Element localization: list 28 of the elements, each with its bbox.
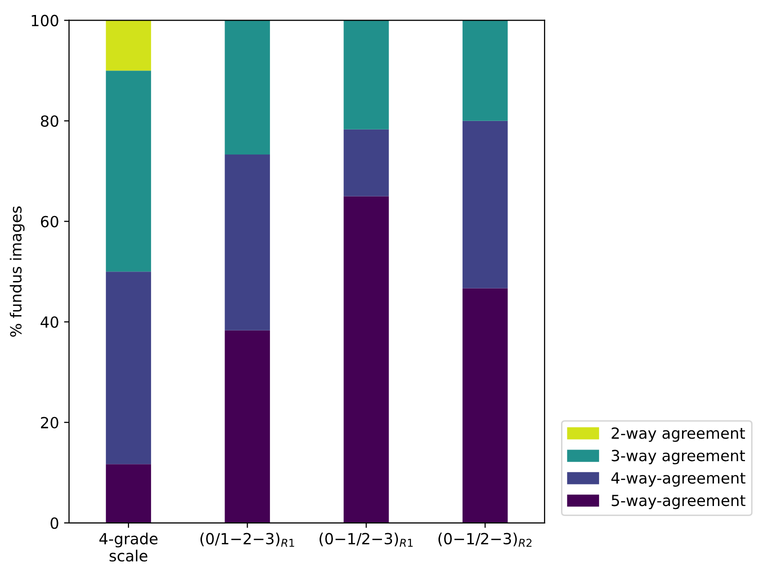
legend-label: 4-way-agreement: [611, 472, 746, 487]
bar: [462, 120, 508, 288]
y-tick-label: 60: [40, 216, 58, 228]
bar: [106, 70, 152, 272]
y-tick-label: 40: [40, 316, 58, 328]
y-axis-title: % fundus images: [10, 206, 25, 337]
x-tick-label: 4-grade scale: [99, 532, 158, 562]
x-tick-label: (0−1/2−3)$_{R2}$: [438, 532, 532, 547]
legend-label: 2-way agreement: [612, 427, 745, 442]
y-tick-label: 100: [32, 14, 58, 26]
legend-label: 3-way agreement: [612, 450, 745, 464]
y-tick-label: 20: [40, 416, 58, 428]
bar: [344, 196, 389, 523]
y-tick-label: 0: [50, 517, 58, 529]
bar: [344, 20, 389, 130]
bar: [224, 330, 270, 523]
bar: [106, 464, 152, 523]
bar: [106, 20, 152, 71]
x-tick-label: (0/1−2−3)$_{R1}$: [200, 532, 294, 547]
bar: [106, 272, 152, 464]
bar: [224, 20, 270, 155]
bar: [462, 288, 508, 523]
bar: [344, 129, 389, 196]
bar: [462, 20, 508, 121]
legend-label: 5-way-agreement: [612, 494, 746, 510]
bar: [224, 154, 270, 330]
x-tick-label: (0−1/2−3)$_{R1}$: [320, 532, 413, 547]
y-tick-label: 80: [40, 115, 58, 127]
